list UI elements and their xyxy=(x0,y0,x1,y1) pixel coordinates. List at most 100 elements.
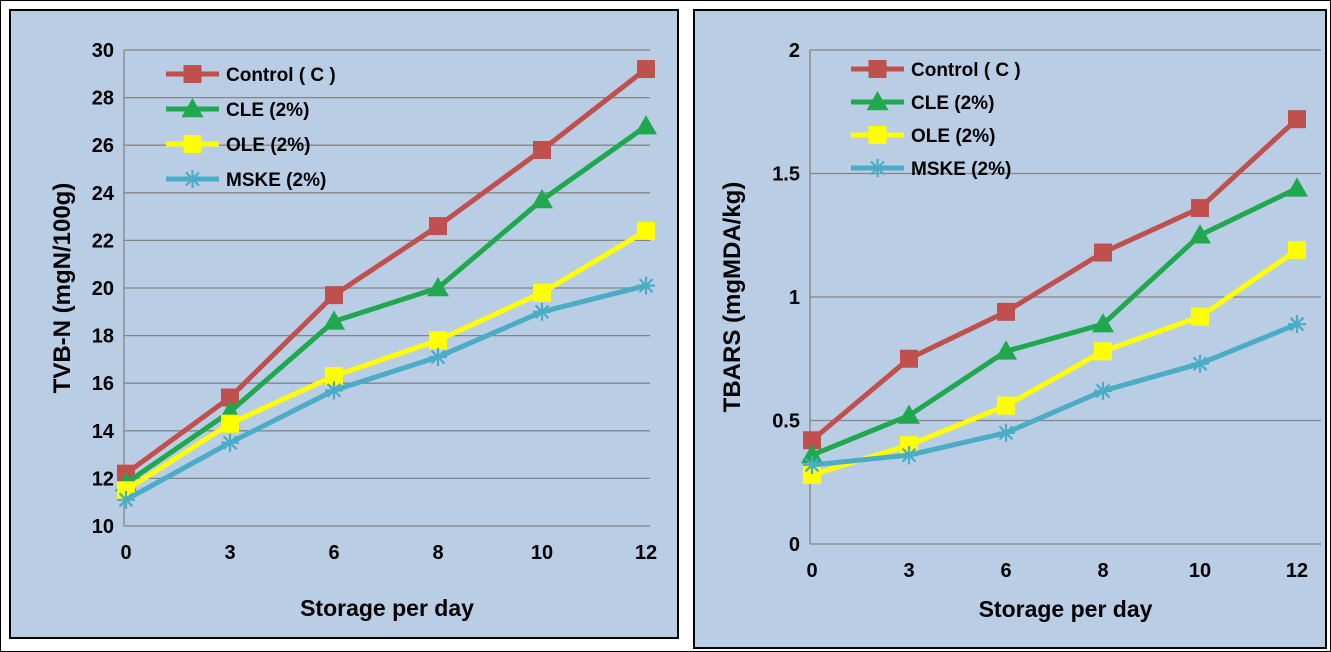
series-line xyxy=(124,283,647,503)
series-3 xyxy=(117,276,655,509)
y-tick-label: 10 xyxy=(92,516,114,538)
y-tick-label: 12 xyxy=(92,468,114,490)
x-axis-title: Storage per day xyxy=(300,595,474,621)
legend-item: CLE (2%) xyxy=(851,91,994,114)
data-point xyxy=(221,388,239,407)
data-point xyxy=(900,446,918,465)
x-axis-title: Storage per day xyxy=(979,596,1153,622)
legend-swatch-marker xyxy=(868,159,887,177)
y-tick-label: 2 xyxy=(789,40,800,62)
y-tick-label: 24 xyxy=(92,183,115,205)
data-point xyxy=(429,217,447,236)
data-point xyxy=(803,455,821,474)
data-point xyxy=(533,302,551,321)
data-point xyxy=(533,140,551,159)
series-line xyxy=(124,228,648,493)
y-tick-label: 20 xyxy=(92,278,114,300)
x-tick-label: 12 xyxy=(1286,560,1308,582)
data-point xyxy=(1288,110,1306,129)
legend-item: MSKE (2%) xyxy=(166,170,326,191)
legend-label: MSKE (2%) xyxy=(911,159,1011,180)
legend-item: Control ( C ) xyxy=(166,65,336,86)
x-tick-label: 3 xyxy=(224,542,235,564)
y-tick-label: 26 xyxy=(92,135,114,157)
legend-label: OLE (2%) xyxy=(911,126,995,147)
data-point xyxy=(997,396,1015,415)
data-point xyxy=(1191,199,1209,218)
legend-item: OLE (2%) xyxy=(851,126,995,147)
data-point xyxy=(1092,313,1114,333)
series-line xyxy=(810,117,1299,443)
data-point xyxy=(325,367,343,386)
data-point xyxy=(997,302,1015,321)
legend-item: CLE (2%) xyxy=(166,98,309,121)
series-2 xyxy=(803,241,1306,484)
y-axis-title: TVB-N (mgN/100g) xyxy=(49,183,76,394)
legend-swatch-marker xyxy=(181,98,204,118)
y-tick-label: 30 xyxy=(92,40,114,62)
data-point xyxy=(1288,315,1306,334)
y-tick-label: 1 xyxy=(789,287,800,309)
x-tick-label: 12 xyxy=(635,542,657,564)
y-tick-label: 14 xyxy=(92,421,115,443)
y-tick-label: 0.5 xyxy=(772,411,800,433)
data-point xyxy=(531,188,553,209)
tvbn-chart: 10 12 14 16 18 20 22 24 26 28 30 0 3 6 8 10 12 Storage pe… xyxy=(9,9,679,639)
x-tick-label: 8 xyxy=(1097,560,1108,582)
legend: Control ( C ) CLE (2%) OLE (2%) MSKE (2%) xyxy=(851,60,1021,180)
data-point xyxy=(1189,224,1211,244)
legend-item: MSKE (2%) xyxy=(851,159,1011,180)
data-point xyxy=(325,286,343,305)
data-point xyxy=(997,423,1015,442)
data-point xyxy=(427,277,449,297)
series-0 xyxy=(803,110,1306,450)
series-3 xyxy=(803,315,1306,474)
data-point xyxy=(637,60,655,79)
y-tick-label: 22 xyxy=(92,230,114,252)
data-point xyxy=(323,310,345,330)
series-line xyxy=(811,186,1299,458)
data-point xyxy=(1191,354,1209,373)
y-tick-label: 16 xyxy=(92,373,114,395)
data-point xyxy=(1286,177,1308,197)
legend-label: Control ( C ) xyxy=(226,65,336,86)
chart-panel xyxy=(9,9,679,639)
chart-panel xyxy=(693,9,1327,649)
data-point xyxy=(1094,342,1112,361)
series-line xyxy=(124,67,648,476)
data-point xyxy=(803,431,821,450)
legend-swatch-marker xyxy=(183,170,202,188)
x-tick-label: 0 xyxy=(806,560,817,582)
legend: Control ( C ) CLE (2%) OLE (2%) MSKE (2%) xyxy=(166,65,336,191)
legend-swatch-marker xyxy=(868,126,887,144)
data-point xyxy=(637,276,655,295)
legend-swatch-marker xyxy=(868,60,887,78)
y-tick-label: 28 xyxy=(92,88,114,110)
tbars-chart: 0 0.5 1 1.5 2 0 3 6 8 10 12 Storage per day TBARS (m… xyxy=(693,9,1327,649)
data-point xyxy=(221,433,239,452)
data-point xyxy=(1094,243,1112,262)
x-tick-label: 0 xyxy=(120,542,131,564)
y-tick-label: 18 xyxy=(92,326,114,348)
series-line xyxy=(811,248,1299,478)
legend-label: OLE (2%) xyxy=(226,135,310,156)
data-point xyxy=(1288,241,1306,260)
x-tick-label: 8 xyxy=(432,542,443,564)
legend-item: OLE (2%) xyxy=(166,135,310,156)
data-point xyxy=(898,404,920,424)
x-tick-label: 6 xyxy=(328,542,339,564)
data-point xyxy=(1094,381,1112,400)
y-tick-label: 1.5 xyxy=(772,164,800,186)
legend-item: Control ( C ) xyxy=(851,60,1021,81)
data-point xyxy=(221,414,239,433)
series-line xyxy=(124,124,648,486)
legend-label: CLE (2%) xyxy=(226,100,309,121)
y-axis-title: TBARS (mgMDA/kg) xyxy=(719,182,746,413)
legend-label: MSKE (2%) xyxy=(226,170,326,191)
data-point xyxy=(1191,307,1209,326)
x-tick-label: 6 xyxy=(1000,560,1011,582)
y-tick-label: 0 xyxy=(789,534,800,556)
legend-swatch-marker xyxy=(866,91,889,111)
data-point xyxy=(429,331,447,350)
